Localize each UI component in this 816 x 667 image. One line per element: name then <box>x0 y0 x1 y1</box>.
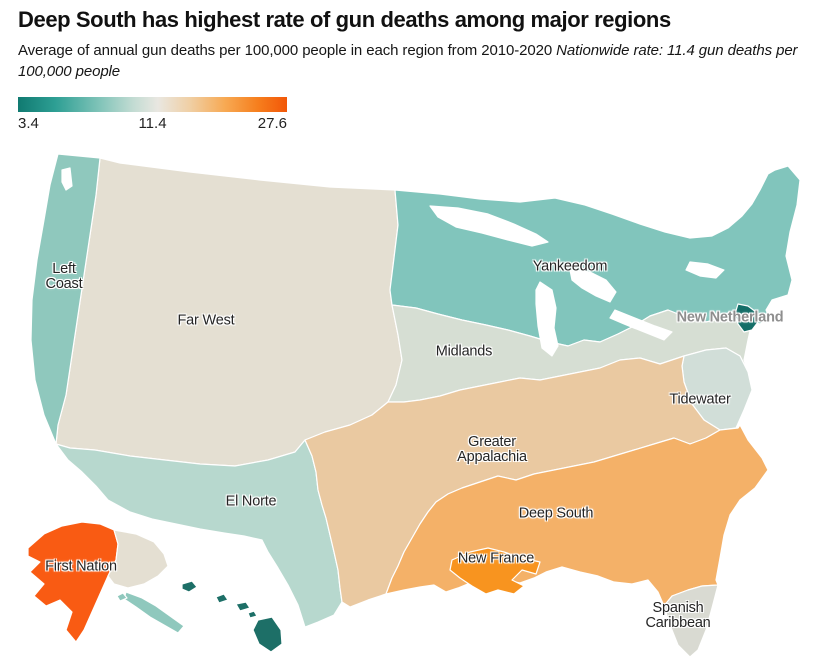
lake-ontario <box>685 261 725 279</box>
label-new-netherland: New Netherland <box>676 309 784 326</box>
label-spanish-caribbean: Spanish Caribbean <box>645 599 711 631</box>
region-alaska-panhandle <box>123 591 185 634</box>
puget-sound <box>61 167 73 191</box>
region-left-coast <box>30 153 101 445</box>
region-alaska-interior <box>107 529 169 589</box>
chart-subtitle: Average of annual gun deaths per 100,000… <box>18 40 800 82</box>
label-greater-appalachia: Greater Appalachia <box>457 433 527 465</box>
label-yankeedom: Yankeedom <box>532 258 608 275</box>
label-left-coast: Left Coast <box>45 260 83 292</box>
lake-huron <box>569 269 617 303</box>
subtitle-text: Average of annual gun deaths per 100,000… <box>18 41 557 59</box>
region-new-netherland <box>734 303 759 333</box>
label-midlands: Midlands <box>435 343 493 360</box>
hawaii-island-oahu <box>215 593 229 604</box>
legend-max-value: 27.6 <box>257 115 287 132</box>
hawaii-island-molokai <box>235 601 251 612</box>
label-tidewater: Tidewater <box>669 391 731 408</box>
label-first-nation: First Nation <box>45 558 117 575</box>
region-new-france <box>449 547 541 595</box>
region-spanish-caribbean <box>663 584 719 658</box>
label-deep-south: Deep South <box>518 505 594 522</box>
region-first-nation <box>27 521 119 643</box>
hawaii-island-maui <box>247 610 258 619</box>
chart-title: Deep South has highest rate of gun death… <box>18 7 671 32</box>
lake-michigan <box>535 281 559 357</box>
legend-min-value: 3.4 <box>18 115 39 132</box>
label-new-france: New France <box>457 550 535 567</box>
color-legend: 3.4 11.4 27.6 <box>18 97 287 133</box>
region-alaska-panhandle-islet <box>116 592 128 602</box>
label-far-west: Far West <box>177 312 235 329</box>
hawaii-island-kauai <box>181 580 198 593</box>
subtitle-nationwide-note: Nationwide rate: 11.4 gun deaths per 100… <box>18 41 798 80</box>
legend-gradient-bar <box>18 97 287 112</box>
legend-mid-value: 11.4 <box>138 115 167 132</box>
lake-erie <box>609 309 673 341</box>
label-el-norte: El Norte <box>225 493 277 510</box>
legend-labels: 3.4 11.4 27.6 <box>18 115 287 133</box>
hawaii-island-hawaii <box>252 616 283 653</box>
lake-superior <box>429 205 549 247</box>
chart-header: Deep South has highest rate of gun death… <box>18 6 800 82</box>
